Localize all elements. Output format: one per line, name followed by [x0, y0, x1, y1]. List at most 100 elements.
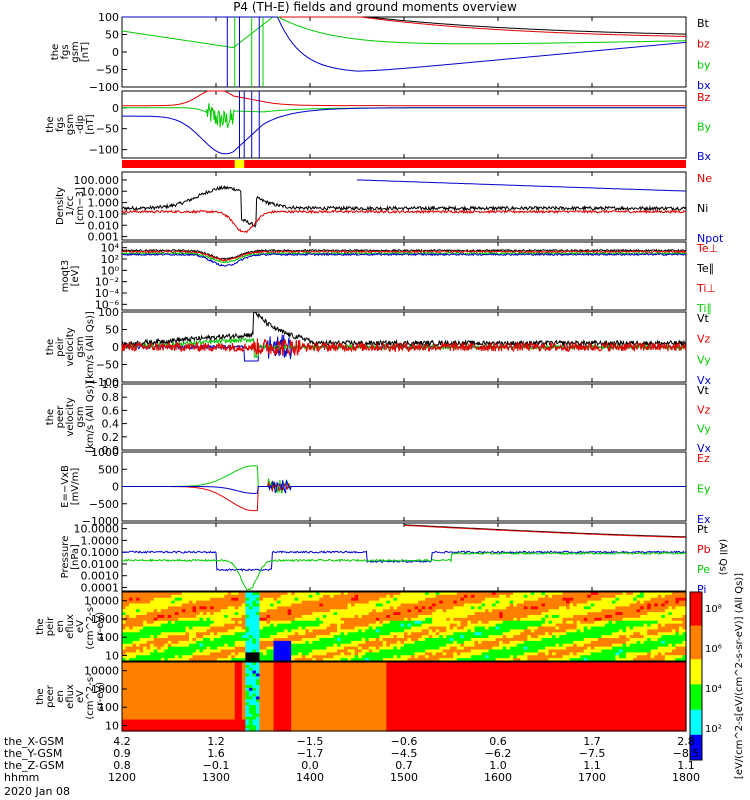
spectrogram-cell — [633, 623, 638, 628]
spectrogram-cell — [611, 643, 617, 648]
spectrogram-cell — [372, 617, 377, 622]
spectrogram-cell — [291, 652, 296, 656]
spectrogram-cell — [217, 609, 222, 613]
spectrogram-cell — [122, 615, 127, 619]
spectrogram-cell — [643, 655, 648, 659]
spectrogram-cell — [664, 658, 669, 662]
spectrogram-cell — [446, 594, 451, 599]
spectrogram-cell — [446, 658, 451, 662]
ylabel-density: Density 1/cc [cm−3] — [55, 187, 86, 225]
spectrogram-cell — [506, 658, 511, 662]
spectrogram-cell — [164, 617, 169, 622]
spectrogram-cell — [206, 702, 211, 706]
spectrogram-cell — [248, 638, 254, 642]
spectrogram-cell — [181, 676, 187, 680]
spectrogram-cell — [234, 606, 239, 610]
spectrogram-cell — [671, 640, 677, 645]
spectrogram-cell — [467, 629, 472, 633]
spectrogram-cell — [492, 606, 497, 610]
spectrogram-cell — [125, 676, 130, 680]
spectrogram-cell — [562, 638, 567, 642]
spectrogram-cell — [414, 594, 419, 599]
spectrogram-cell — [594, 592, 599, 596]
spectrogram-cell — [150, 600, 155, 605]
spectrogram-cell — [337, 615, 342, 619]
spectrogram-cell — [174, 609, 180, 613]
ylabel-line: (cm^2-s- — [85, 603, 96, 650]
spectrogram-cell — [213, 635, 218, 639]
spectrogram-cell — [234, 638, 239, 642]
spectrogram-cell — [460, 652, 465, 656]
spectrogram-cell — [171, 629, 176, 633]
spectrogram-cell — [393, 638, 398, 642]
spectrogram-cell — [435, 623, 440, 628]
spectrogram-cell — [160, 620, 165, 625]
spectrogram-cell — [478, 655, 483, 659]
spectrogram-cell — [678, 638, 684, 642]
spectrogram-cell — [650, 632, 655, 636]
spectrogram-cell — [446, 640, 451, 645]
spectrogram-cell — [407, 603, 412, 607]
spectrogram-cell — [604, 649, 610, 653]
spectrogram-cell — [622, 626, 627, 630]
spectrogram-cell — [185, 646, 190, 651]
spectrogram-cell — [291, 629, 296, 633]
spectrogram-cell — [442, 629, 447, 633]
spectrogram-cell — [587, 652, 592, 656]
spectrogram-cell — [358, 655, 363, 659]
spectrogram-cell — [368, 606, 373, 610]
spectrogram-cell — [555, 643, 560, 648]
spectrogram-cell — [675, 597, 680, 602]
spectrogram-cell — [255, 638, 261, 642]
spectrogram-cell — [329, 620, 335, 625]
spectrogram-cell — [287, 617, 292, 622]
spectrogram-cell — [160, 679, 165, 683]
spectrogram-cell — [125, 685, 130, 689]
ytick-label: −1000 — [82, 515, 119, 528]
spectrogram-cell — [146, 728, 151, 732]
spectrogram-cell — [136, 652, 141, 656]
spectrogram-cell — [664, 629, 669, 633]
spectrogram-cell — [167, 643, 172, 648]
spectrogram-cell — [192, 620, 197, 625]
spectrogram-cell — [329, 643, 335, 648]
spectrogram-cell — [136, 629, 141, 633]
spectrogram-cell — [389, 646, 395, 651]
spectrogram-cell — [456, 612, 462, 616]
spectrogram-cell — [347, 652, 352, 656]
spectrogram-cell — [132, 685, 137, 689]
spectrogram-cell — [196, 609, 201, 613]
spectrogram-cell — [312, 632, 317, 636]
spectrogram-cell — [361, 600, 366, 605]
spectrogram-cell — [203, 667, 208, 672]
spectrogram-cell — [153, 658, 158, 662]
panel-frame-pressure — [121, 522, 687, 592]
spectrogram-cell — [601, 606, 606, 610]
spectrogram-cell — [241, 594, 246, 599]
spectrogram-cell — [541, 646, 546, 651]
spectrogram-cell — [428, 623, 433, 628]
spectrogram-cell — [206, 652, 211, 656]
spectrogram-cell — [206, 710, 211, 715]
spectrogram-cell — [132, 594, 137, 599]
spectrogram-cell — [636, 592, 641, 596]
spectrogram-cell — [319, 609, 324, 613]
spectrogram-cell — [594, 646, 599, 651]
spectrogram-cell — [566, 658, 571, 662]
spectrogram-cell — [590, 592, 595, 596]
spectrogram-cell — [203, 652, 208, 656]
spectrogram-cell — [153, 606, 158, 610]
spectrogram-cell — [199, 679, 204, 683]
spectrogram-cell — [266, 623, 271, 628]
ytick-label: −100 — [89, 144, 119, 157]
spectrogram-cell — [604, 643, 610, 648]
spectrogram-cell — [421, 638, 426, 642]
spectrogram-cell — [675, 626, 680, 630]
spectrogram-cell — [266, 652, 271, 656]
spectrogram-cell — [569, 643, 574, 648]
spectrogram-cell — [601, 658, 606, 662]
spectrogram-cell — [238, 643, 243, 648]
spectrogram-cell — [608, 629, 613, 633]
spectrogram-cell — [396, 626, 402, 630]
spectrogram-cell — [178, 655, 183, 659]
